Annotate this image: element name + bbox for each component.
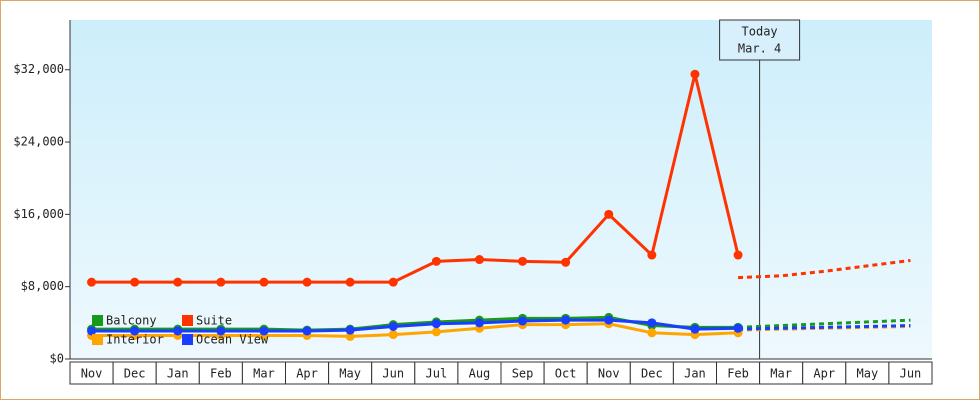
forecast-line [737,318,911,329]
legend-swatch [182,315,193,326]
x-tick-label: Nov [598,367,620,381]
price-point [87,277,97,287]
y-tick-label: $8,000 [21,279,64,293]
price-point [604,315,614,325]
x-tick-label: Mar [253,367,275,381]
x-tick-label: Jul [426,367,448,381]
price-point [518,316,528,326]
price-point [87,326,97,336]
price-point [561,315,571,325]
price-point [690,69,700,79]
price-point [733,323,743,333]
x-tick-label: Apr [813,367,835,381]
x-tick-label: May [339,367,361,381]
x-tick-label: Oct [555,367,577,381]
price-point [604,209,614,219]
legend-label: Interior [106,333,164,347]
price-point [388,330,398,340]
x-tick-label: May [857,367,879,381]
x-tick-label: Jan [167,367,189,381]
price-line [91,322,739,338]
price-point [173,277,183,287]
x-tick-label: Jun [900,367,922,381]
price-point [345,325,355,335]
price-line [91,73,740,284]
price-point [345,331,355,341]
price-point [647,250,657,260]
forecast-line [737,258,911,280]
today-box [719,19,801,61]
price-point [302,277,312,287]
x-tick-label: Nov [81,367,103,381]
price-point [431,319,441,329]
price-point [216,277,226,287]
price-line [91,318,739,333]
legend-swatch [182,334,193,345]
price-point [518,256,528,266]
price-point [388,321,398,331]
price-point [259,326,269,336]
forecast-line [738,324,911,331]
price-point [431,256,441,266]
x-tick-label: Feb [727,367,749,381]
x-tick-label: Dec [124,367,146,381]
legend-label: Suite [196,314,232,328]
x-tick-label: Mar [770,367,792,381]
y-tick-label: $32,000 [13,62,64,76]
x-cell [888,361,933,385]
price-point [690,324,700,334]
x-tick-label: Aug [469,367,491,381]
legend-label: Ocean View [196,333,269,347]
price-point [733,250,743,260]
price-point [130,326,140,336]
today-label: Today [742,25,778,39]
legend-swatch [92,315,103,326]
price-point [647,318,657,328]
x-tick-label: Apr [296,367,318,381]
price-point [302,326,312,336]
x-tick-label: Dec [641,367,663,381]
x-tick-label: Feb [210,367,232,381]
price-point [130,277,140,287]
price-point [216,326,226,336]
price-point [647,328,657,338]
price-point [259,277,269,287]
price-point [431,327,441,337]
price-point [388,277,398,287]
price-point [173,326,183,336]
plot-area [70,20,932,359]
y-tick-label: $16,000 [13,207,64,221]
price-point [345,277,355,287]
price-point [474,255,484,265]
price-point [561,257,571,267]
x-tick-label: Sep [512,367,534,381]
x-tick-label: Jan [684,367,706,381]
y-tick-label: $24,000 [13,135,64,149]
legend-label: Balcony [106,314,157,328]
y-tick-label: $0 [50,352,64,366]
x-tick-label: Jun [382,367,404,381]
price-point [474,318,484,328]
today-date: Mar. 4 [738,42,781,56]
legend-swatch [92,334,103,345]
